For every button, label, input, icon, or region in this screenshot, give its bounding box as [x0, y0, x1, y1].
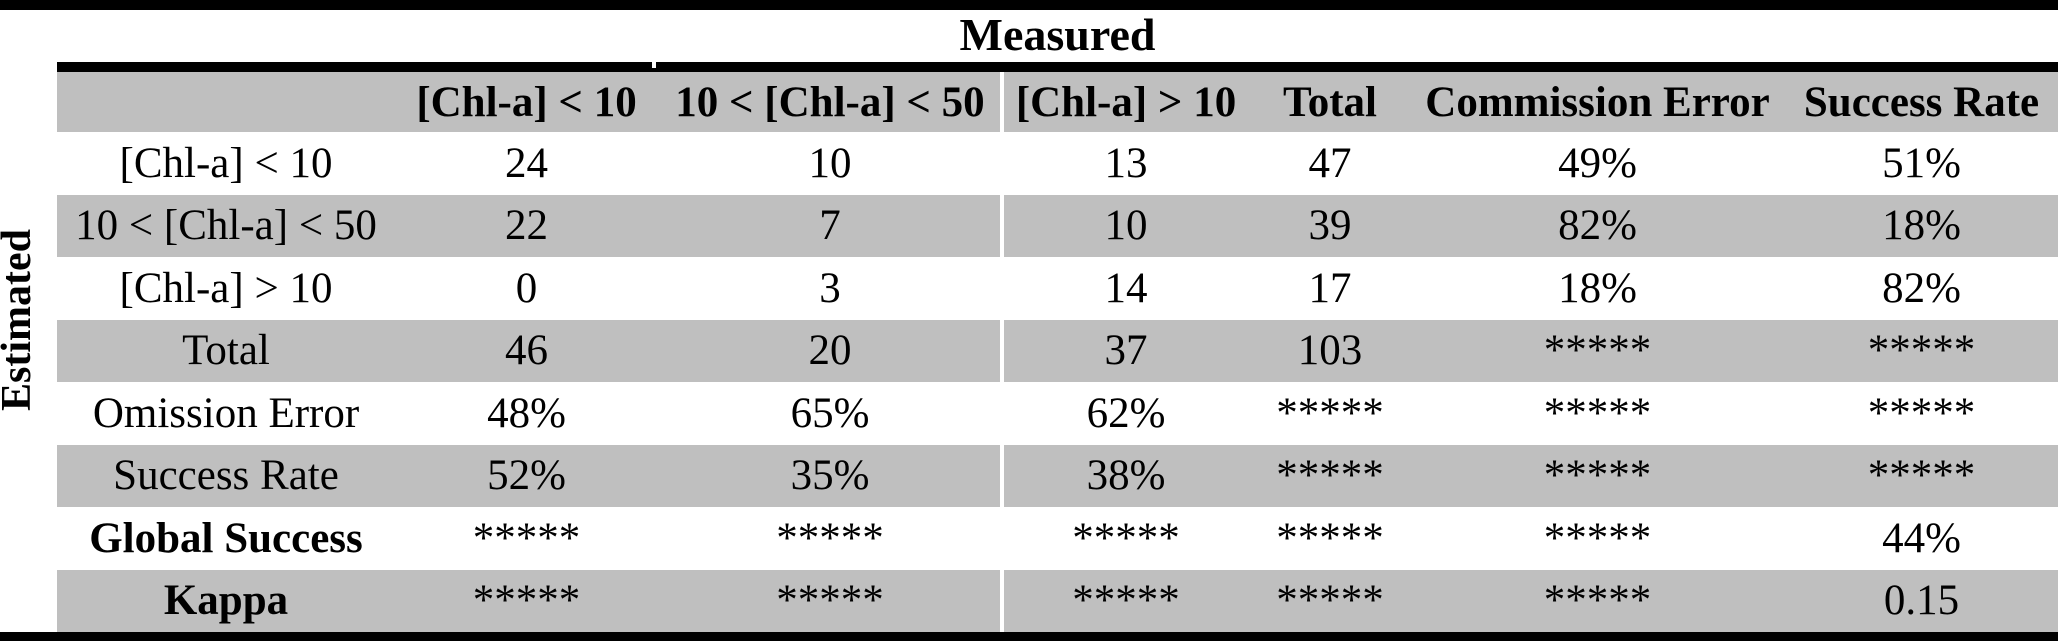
- bottom-border-bar: [0, 632, 2058, 641]
- col-header-chla-lt-10: [Chl-a] < 10: [416, 78, 637, 126]
- table-cell: 51%: [1882, 139, 1961, 187]
- table-cell: 17: [1308, 264, 1352, 312]
- table-cell: *****: [1543, 577, 1652, 625]
- table-cell: *****: [1276, 577, 1384, 625]
- table-body: [Chl-a] < 10 10 < [Chl-a] < 50 [Chl-a] >…: [57, 72, 2058, 632]
- row-label: Success Rate: [113, 452, 339, 500]
- table-cell: *****: [1276, 389, 1384, 437]
- table-cell: *****: [1543, 389, 1652, 437]
- table-cell: 20: [808, 327, 852, 375]
- table-row-success-rate: Success Rate 52% 35% 38% ***** ***** ***…: [57, 444, 2058, 507]
- table-cell: 3: [819, 264, 841, 312]
- table-cell: *****: [776, 514, 884, 562]
- column-divider-line: [1000, 72, 1004, 632]
- table-cell: 49%: [1558, 139, 1637, 187]
- row-label: Omission Error: [92, 389, 360, 437]
- table-cell: *****: [1072, 514, 1180, 562]
- estimated-axis-title: Estimated: [0, 229, 40, 411]
- table-cell: 14: [1104, 264, 1148, 312]
- table-row-chla-10-50: 10 < [Chl-a] < 50 22 7 10 39 82% 18%: [57, 194, 2058, 257]
- measured-axis-title: Measured: [959, 8, 1156, 60]
- table-row-global-success: Global Success ***** ***** ***** ***** *…: [57, 507, 2058, 570]
- header-rule: [57, 62, 2058, 72]
- table-cell: 0.15: [1883, 577, 1960, 625]
- table-cell: 44%: [1882, 514, 1961, 562]
- table-cell: 22: [505, 202, 548, 250]
- table-cell: 18%: [1558, 264, 1637, 312]
- table-cell: 103: [1297, 327, 1363, 375]
- table-cell: 65%: [790, 389, 870, 437]
- col-header-commission-error: Commission Error: [1425, 78, 1770, 126]
- table-cell: *****: [472, 577, 581, 625]
- table-cell: *****: [1867, 452, 1976, 500]
- table-row-total: Total 46 20 37 103 ***** *****: [57, 319, 2058, 382]
- row-label: Total: [182, 327, 270, 375]
- table-cell: 46: [505, 327, 548, 375]
- table-cell: *****: [1276, 514, 1384, 562]
- table-cell: *****: [1867, 389, 1976, 437]
- top-border-bar: [0, 0, 2058, 10]
- row-label: Global Success: [89, 514, 363, 562]
- row-label: 10 < [Chl-a] < 50: [75, 202, 377, 250]
- table-cell: 10: [808, 139, 852, 187]
- table-cell: 38%: [1086, 452, 1166, 500]
- table-cell: 10: [1104, 202, 1148, 250]
- table-cell: 18%: [1882, 202, 1961, 250]
- header-rule-notch: [652, 62, 656, 68]
- table-row-omission-error: Omission Error 48% 65% 62% ***** ***** *…: [57, 382, 2058, 445]
- row-label: Kappa: [163, 577, 289, 625]
- table-cell: *****: [1276, 452, 1384, 500]
- table-row-chla-gt-10: [Chl-a] > 10 0 3 14 17 18% 82%: [57, 257, 2058, 320]
- table-cell: 39: [1308, 202, 1352, 250]
- table-cell: 47: [1308, 139, 1352, 187]
- table-cell: 37: [1104, 327, 1148, 375]
- table-cell: 7: [819, 202, 841, 250]
- table-cell: 82%: [1558, 202, 1637, 250]
- table-cell: 35%: [790, 452, 870, 500]
- table-cell: *****: [776, 577, 884, 625]
- table-row-chla-lt-10: [Chl-a] < 10 24 10 13 47 49% 51%: [57, 132, 2058, 195]
- table-cell: 24: [505, 139, 548, 187]
- header-row: [Chl-a] < 10 10 < [Chl-a] < 50 [Chl-a] >…: [57, 72, 2058, 132]
- table-cell: 82%: [1882, 264, 1961, 312]
- table-cell: 62%: [1086, 389, 1166, 437]
- table-cell: 48%: [487, 389, 566, 437]
- row-label: [Chl-a] > 10: [119, 264, 333, 312]
- table-cell: 52%: [487, 452, 566, 500]
- table-row-kappa: Kappa ***** ***** ***** ***** ***** 0.15: [57, 569, 2058, 632]
- table-cell: *****: [472, 514, 581, 562]
- table-cell: 13: [1104, 139, 1148, 187]
- col-header-chla-10-50: 10 < [Chl-a] < 50: [675, 78, 985, 126]
- table-cell: *****: [1072, 577, 1180, 625]
- col-header-success-rate: Success Rate: [1803, 78, 2040, 126]
- table-cell: 0: [515, 264, 538, 312]
- table-cell: *****: [1543, 514, 1652, 562]
- col-header-total: Total: [1283, 78, 1377, 126]
- col-header-chla-gt-10: [Chl-a] > 10: [1015, 78, 1237, 126]
- row-label: [Chl-a] < 10: [119, 139, 333, 187]
- table-cell: *****: [1543, 327, 1652, 375]
- table-cell: *****: [1867, 327, 1976, 375]
- table-cell: *****: [1543, 452, 1652, 500]
- corner-cell: [57, 72, 395, 132]
